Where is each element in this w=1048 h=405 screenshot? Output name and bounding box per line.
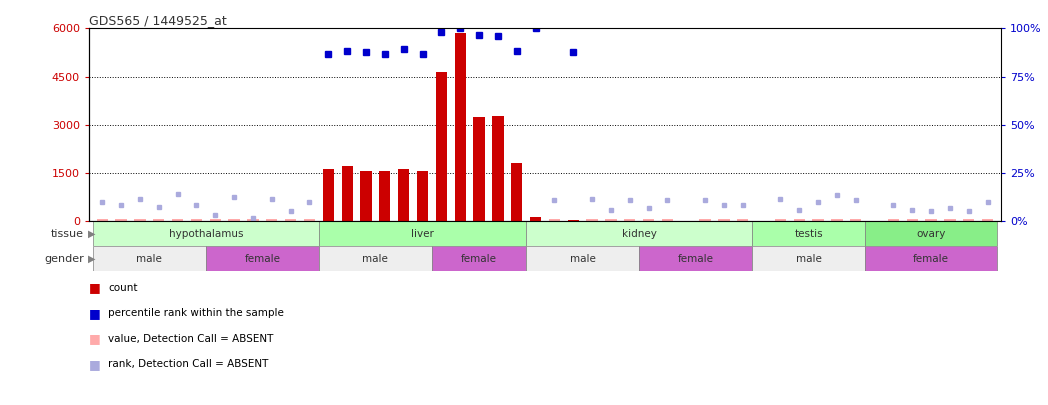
Bar [493,116,503,221]
Bar [93,221,319,246]
Bar [285,219,297,221]
Bar [398,169,410,221]
Bar [172,219,183,221]
Bar [191,219,202,221]
Bar [737,219,748,221]
Bar [93,246,205,271]
Bar [474,117,484,221]
Text: female: female [244,254,281,264]
Text: GDS565 / 1449525_at: GDS565 / 1449525_at [89,14,226,27]
Bar [925,219,937,221]
Bar [812,219,824,221]
Text: gender: gender [44,254,84,264]
Bar [153,219,165,221]
Text: ■: ■ [89,281,101,294]
Bar [850,219,861,221]
Bar [319,221,526,246]
Bar [323,169,334,221]
Bar [247,219,259,221]
Text: male: male [363,254,389,264]
Bar [210,219,221,221]
Text: ▶: ▶ [88,254,95,264]
Text: ■: ■ [89,358,101,371]
Bar [793,219,805,221]
Text: ■: ■ [89,332,101,345]
Bar [606,219,616,221]
Bar [718,219,729,221]
Text: male: male [570,254,595,264]
Text: count: count [108,283,137,292]
Bar [526,246,639,271]
Bar [642,219,654,221]
Text: hypothalamus: hypothalamus [169,229,243,239]
Bar [432,246,526,271]
Bar [530,217,541,221]
Bar [907,219,918,221]
Text: female: female [461,254,497,264]
Bar [639,246,752,271]
Bar [266,219,278,221]
Text: rank, Detection Call = ABSENT: rank, Detection Call = ABSENT [108,359,268,369]
Text: value, Detection Call = ABSENT: value, Detection Call = ABSENT [108,334,274,343]
Bar [888,219,899,221]
Bar [304,219,315,221]
Text: male: male [136,254,162,264]
Text: testis: testis [794,229,823,239]
Bar [361,171,372,221]
Bar [831,219,843,221]
Bar [115,219,127,221]
Bar [568,220,578,221]
Bar [379,171,391,221]
Bar [205,246,319,271]
Bar [624,219,635,221]
Text: kidney: kidney [621,229,657,239]
Text: liver: liver [411,229,434,239]
Bar [752,246,866,271]
Bar [774,219,786,221]
Bar [455,33,466,221]
Text: tissue: tissue [51,229,84,239]
Text: male: male [795,254,822,264]
Bar [511,163,522,221]
Bar [436,72,447,221]
Bar [866,221,997,246]
Bar [982,219,994,221]
Bar [319,246,432,271]
Bar [699,219,711,221]
Text: ■: ■ [89,307,101,320]
Text: female: female [913,254,949,264]
Text: percentile rank within the sample: percentile rank within the sample [108,308,284,318]
Bar [587,219,597,221]
Text: ▶: ▶ [88,229,95,239]
Bar [752,221,866,246]
Text: female: female [678,254,714,264]
Bar [96,219,108,221]
Bar [228,219,240,221]
Bar [342,166,353,221]
Text: ovary: ovary [916,229,946,239]
Bar [134,219,146,221]
Bar [944,219,956,221]
Bar [417,171,429,221]
Bar [963,219,975,221]
Bar [661,219,673,221]
Bar [526,221,752,246]
Bar [866,246,997,271]
Bar [549,219,560,221]
